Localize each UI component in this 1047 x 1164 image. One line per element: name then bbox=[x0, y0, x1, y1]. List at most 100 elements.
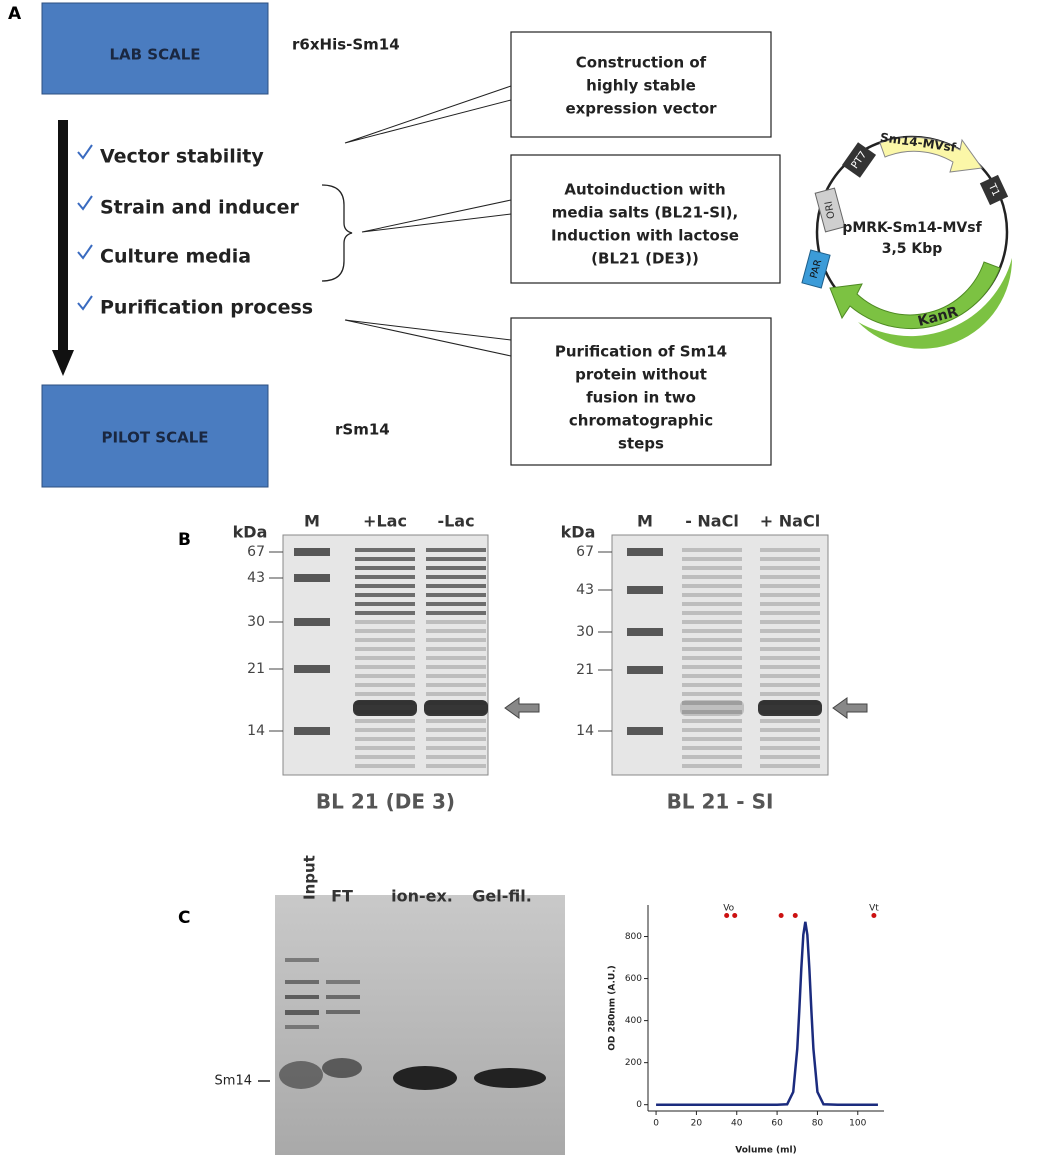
band bbox=[474, 1068, 546, 1088]
band bbox=[355, 629, 415, 633]
band bbox=[682, 593, 742, 597]
plasmid-size: 3,5 Kbp bbox=[882, 241, 943, 257]
standard-marker bbox=[778, 913, 784, 919]
band bbox=[326, 1010, 360, 1014]
band bbox=[393, 1066, 457, 1090]
note-line: Autoinduction with bbox=[564, 181, 725, 199]
band bbox=[682, 692, 742, 696]
band bbox=[355, 611, 415, 615]
marker-label: 30 bbox=[576, 624, 594, 640]
y-tick-label: 0 bbox=[636, 1100, 642, 1110]
band bbox=[760, 719, 820, 723]
note-line: protein without bbox=[575, 366, 707, 384]
marker-band bbox=[627, 586, 663, 594]
unit-label: kDa bbox=[233, 523, 268, 542]
band bbox=[760, 656, 820, 660]
note-line: chromatographic bbox=[569, 412, 713, 430]
note-line: media salts (BL21-SI), bbox=[552, 204, 738, 222]
band bbox=[355, 584, 415, 588]
note-line: Purification of Sm14 bbox=[555, 343, 727, 361]
note-line: Construction of bbox=[576, 54, 707, 72]
gels: kDa M +Lac -Lac 67 43 30 21 14 BL 21 (DE 3) kDa M - … bbox=[233, 512, 868, 814]
band-label: Sm14 bbox=[215, 1074, 252, 1089]
band bbox=[426, 584, 486, 588]
check bbox=[77, 295, 93, 311]
par-label: PAR bbox=[809, 258, 825, 279]
y-axis-label: OD 280nm (A.U.) bbox=[608, 965, 618, 1050]
target-band bbox=[758, 700, 822, 716]
band bbox=[355, 746, 415, 750]
band bbox=[355, 548, 415, 552]
step: Purification process bbox=[100, 297, 313, 319]
annotation: Vo bbox=[723, 904, 734, 914]
callout bbox=[344, 319, 512, 357]
band bbox=[426, 602, 486, 606]
lane-label: - NaCl bbox=[685, 512, 739, 531]
band bbox=[285, 958, 319, 962]
arrow bbox=[832, 697, 868, 719]
band bbox=[355, 755, 415, 759]
terminator-box bbox=[979, 174, 1009, 206]
marker-band bbox=[627, 666, 663, 674]
band bbox=[355, 593, 415, 597]
marker-band bbox=[627, 548, 663, 556]
plasmid: Sm14-MVsf KanR ORI PAR PT7 T1 pMRK-Sm14-… bbox=[801, 130, 1013, 349]
band bbox=[426, 557, 486, 561]
band bbox=[760, 746, 820, 750]
standard-marker bbox=[732, 913, 738, 919]
x-tick-label: 40 bbox=[731, 1119, 743, 1129]
band bbox=[426, 611, 486, 615]
pilot-scale: PILOT SCALE bbox=[101, 429, 208, 447]
band bbox=[760, 728, 820, 732]
band bbox=[760, 764, 820, 768]
step: Culture media bbox=[100, 246, 251, 268]
kanr-arc bbox=[858, 258, 1013, 349]
band bbox=[426, 620, 486, 624]
band bbox=[355, 647, 415, 651]
lane-label: M bbox=[304, 512, 320, 531]
band bbox=[355, 764, 415, 768]
band bbox=[682, 737, 742, 741]
marker-band bbox=[627, 727, 663, 735]
band bbox=[760, 575, 820, 579]
band bbox=[682, 620, 742, 624]
band bbox=[760, 638, 820, 642]
steps: Vector stability Strain and inducer Cult… bbox=[77, 144, 313, 319]
band bbox=[426, 575, 486, 579]
note-box bbox=[510, 154, 781, 284]
band bbox=[682, 719, 742, 723]
band bbox=[682, 746, 742, 750]
gel bbox=[275, 895, 565, 1155]
marker-band bbox=[294, 574, 330, 582]
band bbox=[326, 980, 360, 984]
marker-label: 67 bbox=[576, 544, 594, 560]
band bbox=[355, 656, 415, 660]
kanr-arrow bbox=[829, 261, 1001, 329]
band bbox=[760, 683, 820, 687]
lab-construct: r6xHis-Sm14 bbox=[292, 36, 400, 54]
note-line: steps bbox=[618, 435, 664, 453]
lane-label: Gel-fil. bbox=[472, 887, 532, 906]
band bbox=[760, 593, 820, 597]
band bbox=[682, 710, 742, 714]
band bbox=[682, 584, 742, 588]
band bbox=[426, 638, 486, 642]
insert-arrow bbox=[879, 136, 983, 173]
band bbox=[355, 683, 415, 687]
band bbox=[355, 719, 415, 723]
band bbox=[760, 737, 820, 741]
band bbox=[426, 737, 486, 741]
marker-band bbox=[294, 618, 330, 626]
band bbox=[682, 557, 742, 561]
curve bbox=[656, 921, 878, 1106]
x-tick-label: 100 bbox=[849, 1119, 866, 1129]
marker-band bbox=[294, 665, 330, 673]
band bbox=[682, 728, 742, 732]
marker-label: 67 bbox=[247, 544, 265, 560]
band bbox=[355, 692, 415, 696]
gel-caption: BL 21 (DE 3) bbox=[316, 790, 455, 814]
marker-band bbox=[294, 727, 330, 735]
marker-band bbox=[294, 548, 330, 556]
band bbox=[426, 755, 486, 759]
band bbox=[682, 656, 742, 660]
